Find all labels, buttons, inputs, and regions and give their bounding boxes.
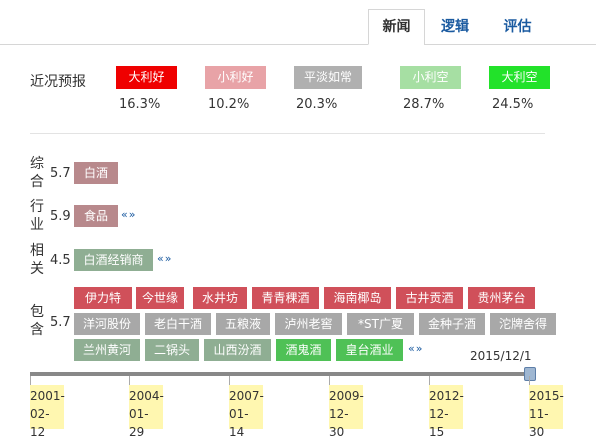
stock-tag[interactable]: *ST广夏 (347, 313, 414, 335)
stock-tag[interactable]: 沱牌舍得 (490, 313, 556, 335)
tag-composite[interactable]: 白酒 (74, 162, 118, 184)
forecast-big-negative: 大利空 (489, 66, 550, 89)
stock-tag[interactable]: 洋河股份 (74, 313, 140, 335)
timeline-date: 2007- 01-14 (229, 385, 264, 439)
tab-bar-line (0, 44, 368, 45)
stock-tag[interactable]: 今世缘 (136, 287, 184, 309)
timeline-date: 2001- 02-12 (30, 385, 65, 439)
timeline-date: 2004- 01-29 (129, 385, 164, 439)
forecast-small-positive: 小利好 (205, 66, 266, 89)
stock-tag[interactable]: 古井贡酒 (396, 287, 463, 309)
stock-tag[interactable]: 金种子酒 (419, 313, 485, 335)
stock-tag[interactable]: 海南椰岛 (324, 287, 391, 309)
forecast-pct: 20.3% (296, 97, 338, 112)
stock-tag[interactable]: 水井坊 (193, 287, 247, 309)
timeline-tick (229, 376, 230, 386)
stock-tag[interactable]: 泸州老窖 (275, 313, 342, 335)
forecast-big-positive: 大利好 (116, 66, 177, 89)
row-label-industry: 行业 (30, 199, 44, 233)
expand-arrows[interactable]: «» (408, 342, 424, 355)
timeline-tick (329, 376, 330, 386)
forecast-pct: 24.5% (492, 97, 534, 112)
score-composite: 5.7 (50, 166, 71, 181)
tab-evaluation[interactable]: 评估 (503, 19, 532, 35)
timeline-current-date: 2015/12/1 (470, 349, 532, 363)
expand-arrows[interactable]: «» (157, 252, 173, 265)
stock-tag[interactable]: 酒鬼酒 (276, 339, 331, 361)
tab-news[interactable]: 新闻 (368, 9, 425, 45)
stock-tag[interactable]: 青青稞酒 (252, 287, 319, 309)
tab-logic[interactable]: 逻辑 (441, 19, 469, 35)
timeline-tick (429, 376, 430, 386)
row-label-contains: 包含 (30, 304, 44, 338)
stock-tag[interactable]: 兰州黄河 (74, 339, 140, 361)
stock-tag[interactable]: 伊力特 (74, 287, 132, 309)
row-label-related: 相关 (30, 243, 44, 277)
stock-tag[interactable]: 二锅头 (145, 339, 199, 361)
timeline-date: 2015- 11-30 (529, 385, 564, 439)
timeline-slider-handle[interactable] (524, 367, 536, 381)
tag-related[interactable]: 白酒经销商 (74, 249, 153, 271)
forecast-title: 近况预报 (30, 74, 86, 90)
forecast-neutral: 平淡如常 (294, 66, 362, 89)
stock-tag[interactable]: 贵州茅台 (468, 287, 535, 309)
timeline-date: 2009- 12-30 (329, 385, 364, 439)
stock-tag[interactable]: 老白干酒 (145, 313, 211, 335)
timeline-tick (129, 376, 130, 386)
forecast-pct: 16.3% (119, 97, 161, 112)
score-related: 4.5 (50, 253, 71, 268)
timeline-tick (30, 376, 31, 386)
stock-tag[interactable]: 皇台酒业 (336, 339, 403, 361)
timeline-tick (529, 376, 530, 386)
stock-tag[interactable]: 山西汾酒 (204, 339, 271, 361)
expand-arrows[interactable]: «» (121, 208, 137, 221)
divider (30, 133, 545, 134)
tag-industry[interactable]: 食品 (74, 205, 118, 227)
forecast-pct: 10.2% (208, 97, 250, 112)
stock-tag[interactable]: 五粮液 (216, 313, 270, 335)
timeline-axis[interactable] (30, 372, 530, 376)
tab-bar-line (424, 44, 596, 45)
forecast-small-negative: 小利空 (400, 66, 461, 89)
timeline-date: 2012- 12-15 (429, 385, 464, 439)
score-industry: 5.9 (50, 209, 71, 224)
score-contains: 5.7 (50, 315, 71, 330)
row-label-composite: 综合 (30, 156, 44, 190)
forecast-pct: 28.7% (403, 97, 445, 112)
